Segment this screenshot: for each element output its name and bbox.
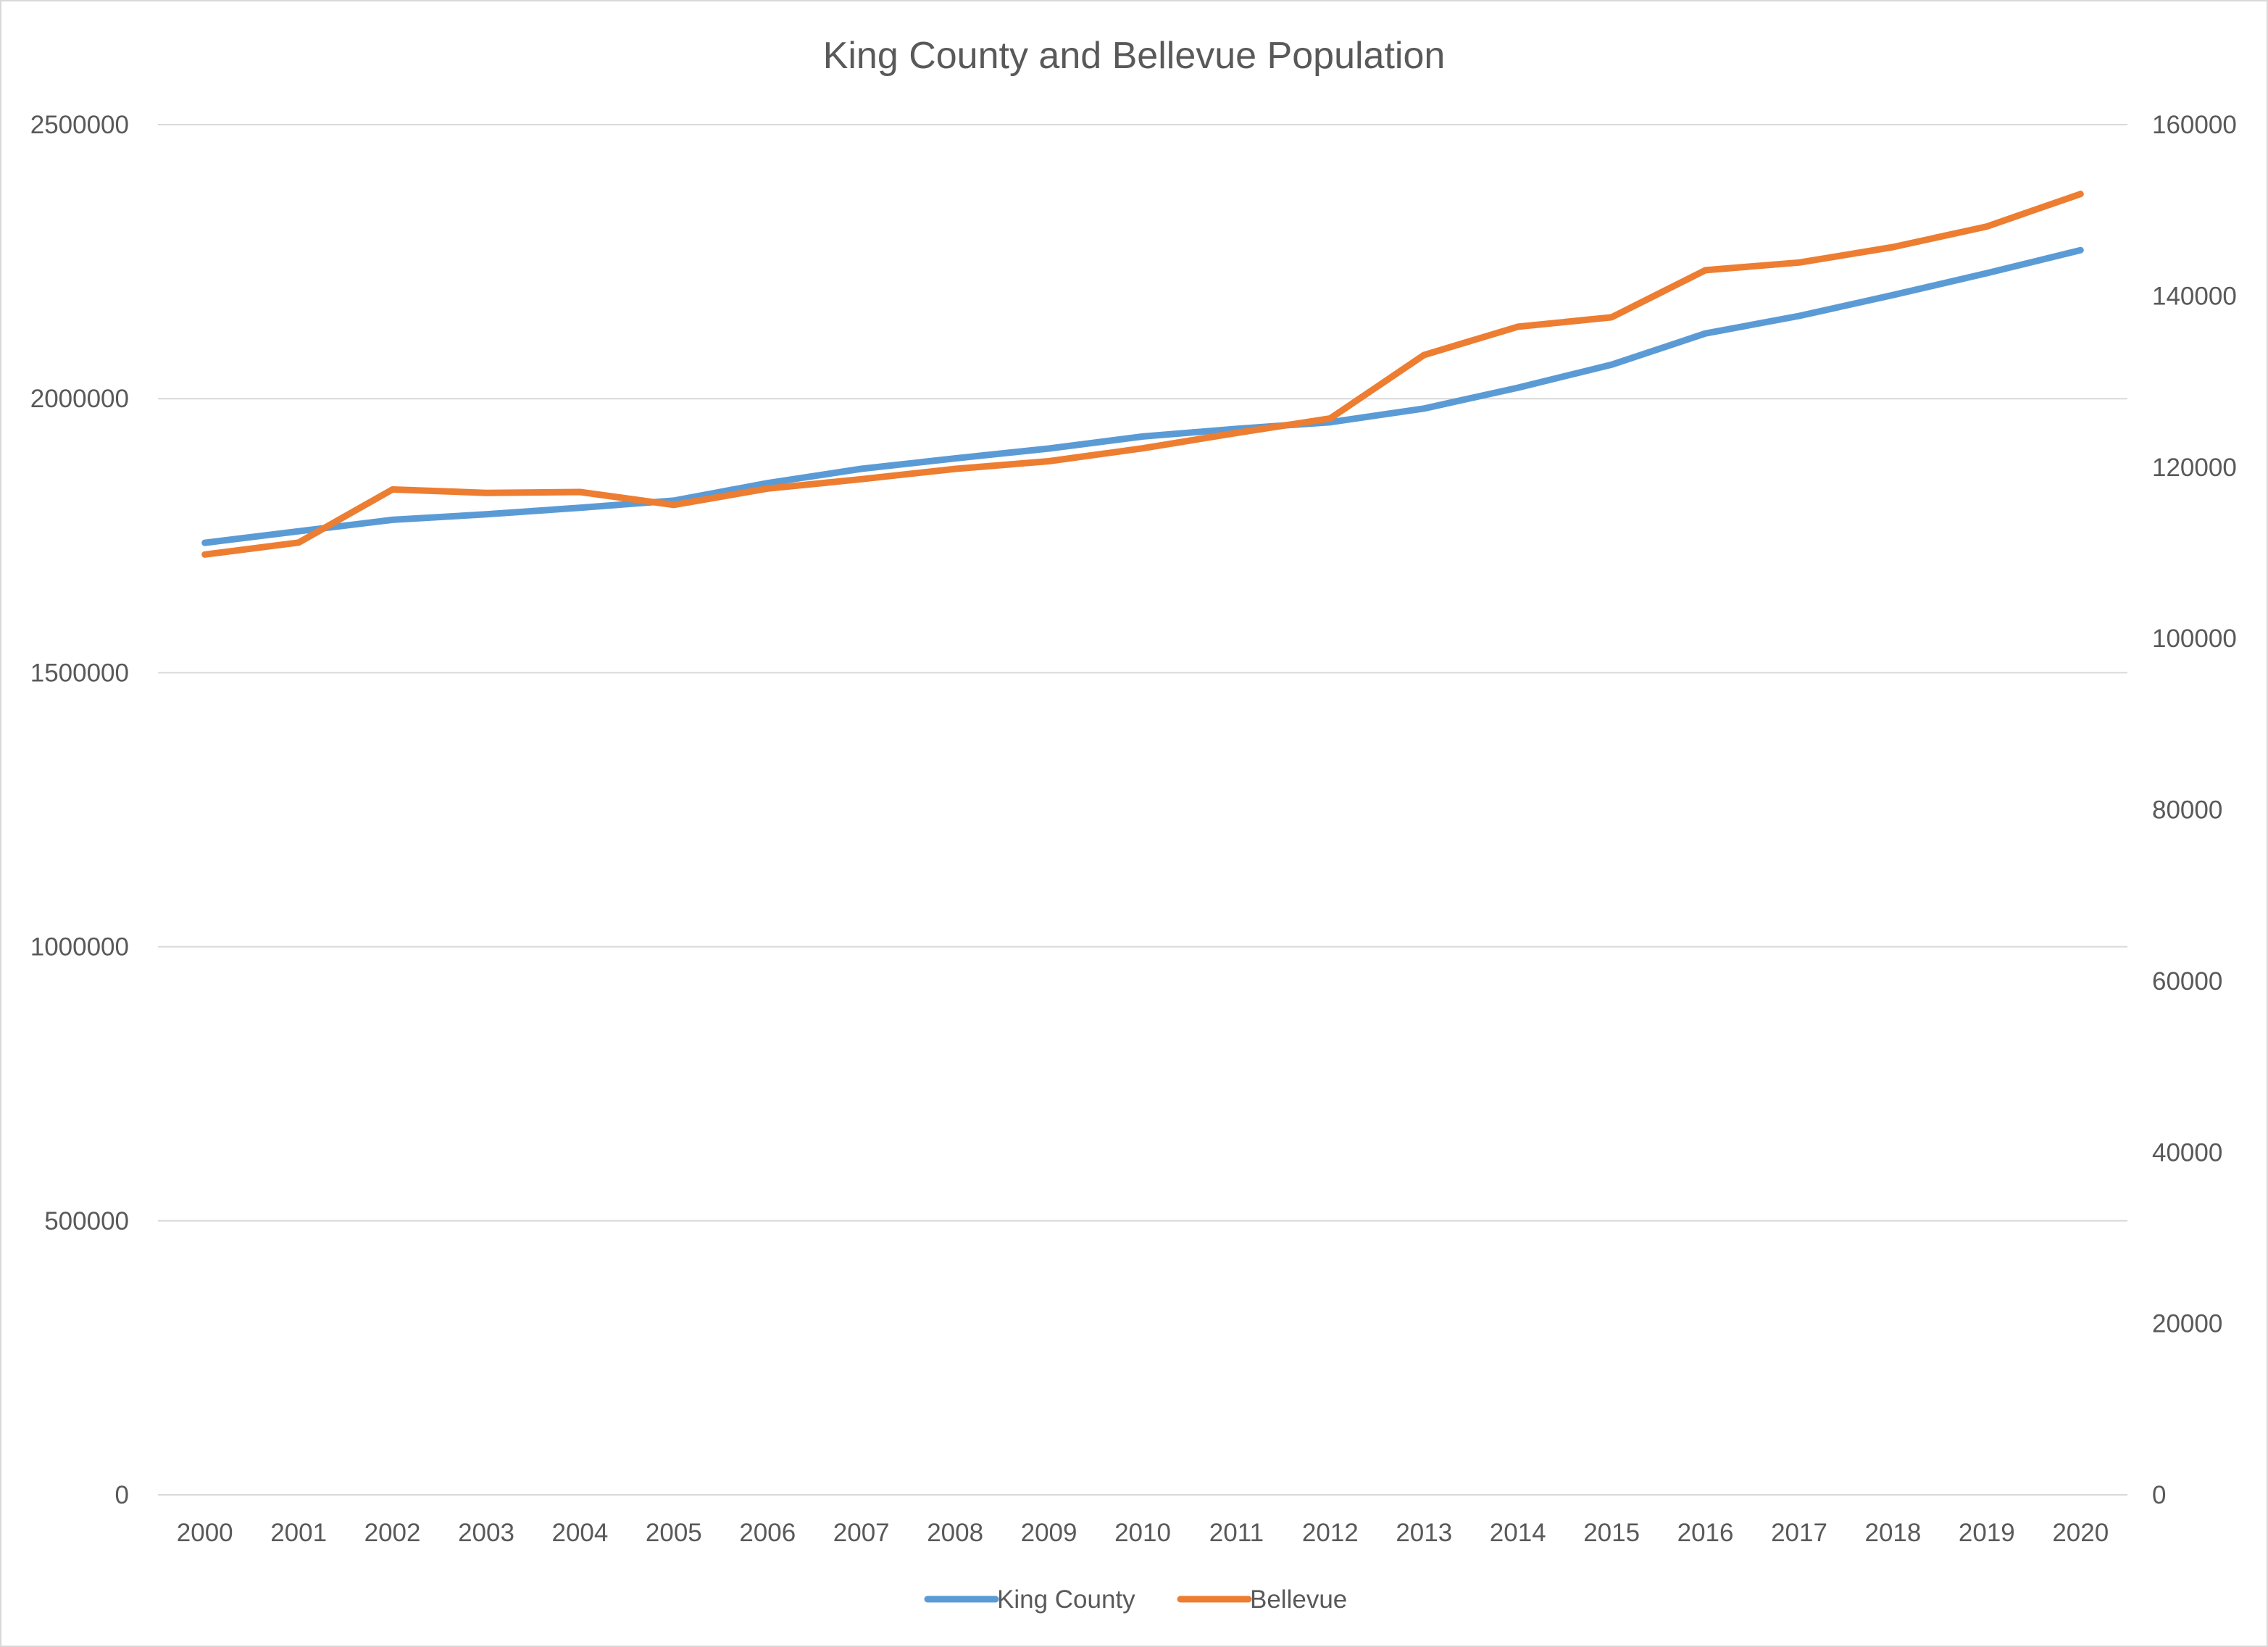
x-tick-label: 2005 — [646, 1519, 702, 1547]
x-tick-label: 2018 — [1864, 1519, 1921, 1547]
x-tick-label: 2009 — [1021, 1519, 1077, 1547]
legend: King County Bellevue — [924, 1585, 1347, 1614]
x-tick-label: 2004 — [551, 1519, 608, 1547]
x-tick-label: 2000 — [177, 1519, 233, 1547]
x-tick-label: 2011 — [1209, 1519, 1264, 1547]
left-tick-label: 0 — [115, 1481, 129, 1509]
gridlines — [158, 124, 2127, 1496]
series-layer — [201, 191, 2084, 558]
x-tick-label: 2008 — [927, 1519, 983, 1547]
x-axis: 2000 2001 2002 2003 2004 2005 2006 2007 2008 2009… — [177, 1519, 2109, 1547]
chart-title: King County and Bellevue Population — [823, 35, 1446, 77]
right-tick-label: 120000 — [2152, 454, 2237, 482]
right-tick-label: 100000 — [2152, 625, 2237, 653]
right-tick-label: 160000 — [2152, 111, 2237, 139]
x-tick-label: 2013 — [1396, 1519, 1452, 1547]
x-tick-label: 2001 — [270, 1519, 327, 1547]
legend-label: Bellevue — [1250, 1585, 1347, 1614]
x-tick-label: 2007 — [833, 1519, 890, 1547]
right-tick-label: 80000 — [2152, 796, 2222, 825]
legend-label: King County — [997, 1585, 1135, 1614]
right-tick-label: 0 — [2152, 1481, 2166, 1509]
series-line-king-county — [201, 246, 2084, 546]
left-y-axis: 0 500000 1000000 1500000 2000000 2500000 — [30, 111, 129, 1509]
right-tick-label: 40000 — [2152, 1138, 2222, 1167]
left-tick-label: 2500000 — [30, 111, 129, 139]
right-y-axis: 0 20000 40000 60000 80000 100000 120000 140000 1… — [2152, 111, 2237, 1509]
x-tick-label: 2016 — [1677, 1519, 1734, 1547]
x-tick-label: 2002 — [364, 1519, 421, 1547]
right-tick-label: 60000 — [2152, 967, 2222, 996]
x-tick-label: 2015 — [1583, 1519, 1640, 1547]
left-tick-label: 1000000 — [30, 933, 129, 962]
x-tick-label: 2014 — [1490, 1519, 1546, 1547]
right-tick-label: 140000 — [2152, 282, 2237, 310]
left-tick-label: 1500000 — [30, 659, 129, 687]
x-tick-label: 2010 — [1114, 1519, 1171, 1547]
left-tick-label: 2000000 — [30, 385, 129, 413]
x-tick-label: 2019 — [1959, 1519, 2015, 1547]
x-tick-label: 2020 — [2052, 1519, 2109, 1547]
right-tick-label: 20000 — [2152, 1310, 2222, 1338]
x-tick-label: 2012 — [1302, 1519, 1359, 1547]
left-tick-label: 500000 — [44, 1207, 129, 1235]
x-tick-label: 2003 — [458, 1519, 514, 1547]
series-line-bellevue — [201, 191, 2084, 558]
x-tick-label: 2017 — [1771, 1519, 1827, 1547]
x-tick-label: 2006 — [739, 1519, 796, 1547]
